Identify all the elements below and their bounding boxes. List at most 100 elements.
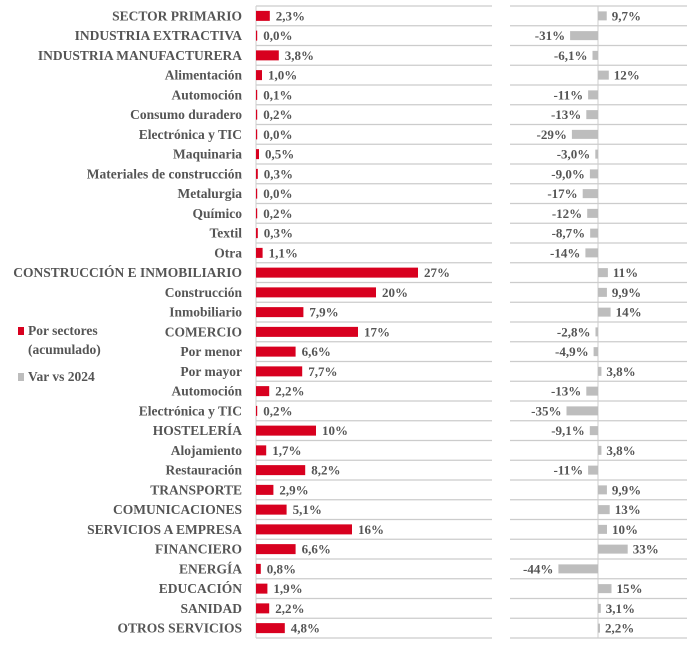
bar-var <box>598 505 610 515</box>
bar-value-label: 1,1% <box>269 245 298 260</box>
legend-label: Var vs 2024 <box>28 369 95 384</box>
category-label: SERVICIOS A EMPRESA <box>87 522 242 537</box>
bar-var <box>589 169 598 179</box>
bar-value-label: 2,2% <box>275 384 304 399</box>
var-value-label: -44% <box>523 561 553 576</box>
category-label: INDUSTRIA MANUFACTURERA <box>38 48 242 63</box>
bar-var <box>598 268 608 278</box>
bar-sectores <box>256 484 274 495</box>
category-label: Por mayor <box>180 364 242 379</box>
bar-var <box>588 90 598 100</box>
bar-value-label: 2,2% <box>275 601 304 616</box>
bar-sectores <box>256 247 263 258</box>
category-label: Automoción <box>172 87 243 102</box>
var-value-label: -2,8% <box>557 324 591 339</box>
bar-var <box>598 584 612 594</box>
var-value-label: 9,9% <box>612 482 641 497</box>
bar-value-label: 0,0% <box>263 28 292 43</box>
bar-value-label: 1,7% <box>272 443 301 458</box>
bar-value-label: 0,3% <box>264 166 293 181</box>
bar-value-label: 0,2% <box>263 206 292 221</box>
bar-value-label: 0,0% <box>263 186 292 201</box>
category-label: Restauración <box>166 463 243 478</box>
var-value-label: -13% <box>551 107 581 122</box>
var-value-label: -11% <box>553 463 583 478</box>
bar-var <box>598 603 601 613</box>
bar-var <box>590 228 598 238</box>
bar-sectores <box>256 10 270 21</box>
bar-sectores <box>256 228 258 239</box>
bar-sectores <box>256 386 270 397</box>
var-value-label: 3,8% <box>606 443 635 458</box>
bar-var <box>582 189 598 199</box>
bar-value-label: 7,7% <box>308 364 337 379</box>
bar-value-label: 0,8% <box>267 561 296 576</box>
bar-value-label: 0,3% <box>264 226 293 241</box>
bar-value-label: 0,0% <box>263 127 292 142</box>
category-label: EDUCACIÓN <box>159 581 243 596</box>
bar-value-label: 17% <box>364 324 390 339</box>
var-value-label: -17% <box>547 186 577 201</box>
bar-var <box>592 50 598 60</box>
legend-var: Var vs 2024 <box>18 367 95 386</box>
bar-value-label: 20% <box>382 285 408 300</box>
bar-var <box>571 129 598 139</box>
bar-var <box>595 327 598 337</box>
var-value-label: 9,7% <box>612 8 641 23</box>
bar-sectores <box>256 70 262 81</box>
bar-value-label: 1,0% <box>268 68 297 83</box>
category-label: Por menor <box>180 344 242 359</box>
var-value-label: 14% <box>616 305 642 320</box>
category-label: OTROS SERVICIOS <box>118 621 242 636</box>
category-label: CONSTRUCCIÓN E INMOBILIARIO <box>13 265 242 280</box>
category-label: HOSTELERÍA <box>153 423 243 438</box>
bar-var <box>598 445 602 455</box>
category-label: Automoción <box>172 384 243 399</box>
var-value-label: -31% <box>535 28 565 43</box>
bar-value-label: 27% <box>424 265 450 280</box>
bar-sectores <box>256 109 258 120</box>
var-value-label: 13% <box>615 502 641 517</box>
bar-var <box>570 31 598 41</box>
bar-sectores <box>256 623 285 634</box>
bar-value-label: 6,6% <box>302 542 331 557</box>
bar-sectores <box>256 524 352 535</box>
category-label: Químico <box>193 206 243 221</box>
var-value-label: 11% <box>613 265 638 280</box>
var-value-label: -4,9% <box>555 344 589 359</box>
var-value-label: -9,1% <box>551 423 585 438</box>
var-value-label: 2,2% <box>605 621 634 636</box>
category-label: COMUNICACIONES <box>113 502 242 517</box>
var-value-label: -12% <box>552 206 582 221</box>
bar-value-label: 4,8% <box>291 621 320 636</box>
bar-value-label: 10% <box>322 423 348 438</box>
legend-sectores: Por sectores (acumulado) <box>18 321 101 359</box>
category-label: Metalurgia <box>178 186 243 201</box>
bar-sectores <box>256 603 270 614</box>
bar-sectores <box>256 366 303 377</box>
bar-var <box>593 347 598 357</box>
category-label: Materiales de construcción <box>87 166 243 181</box>
var-value-label: -3,0% <box>557 147 591 162</box>
bar-var <box>586 110 598 120</box>
category-label: Construcción <box>165 285 243 300</box>
bar-sectores <box>256 326 358 337</box>
bar-value-label: 2,9% <box>279 482 308 497</box>
var-value-label: 33% <box>633 542 659 557</box>
bar-value-label: 1,9% <box>273 581 302 596</box>
bar-value-label: 16% <box>358 522 384 537</box>
bar-sectores <box>256 346 296 357</box>
bar-sectores <box>256 89 258 100</box>
legend-swatch-red <box>18 327 24 335</box>
bar-sectores <box>256 267 418 278</box>
var-value-label: -13% <box>551 384 581 399</box>
bar-var <box>588 465 598 475</box>
category-label: COMERCIO <box>165 324 242 339</box>
bar-var <box>598 623 600 633</box>
category-label: FINANCIERO <box>155 542 242 557</box>
bar-sectores <box>256 168 258 179</box>
bar-sectores <box>256 544 296 555</box>
var-value-label: -9,0% <box>551 166 585 181</box>
bar-value-label: 3,8% <box>285 48 314 63</box>
category-label: INDUSTRIA EXTRACTIVA <box>75 28 243 43</box>
